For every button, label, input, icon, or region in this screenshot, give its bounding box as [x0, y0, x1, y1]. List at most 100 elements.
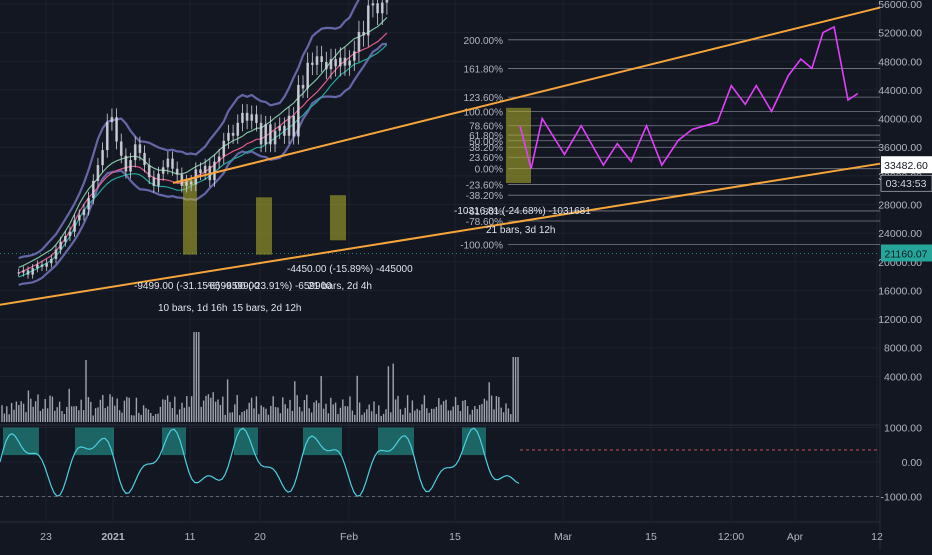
oscillator-histogram-bar [168, 427, 171, 456]
candle-body [166, 158, 170, 168]
oscillator-histogram-bar [105, 427, 108, 456]
price-range-measure-box [256, 197, 272, 255]
oscillator-histogram-bar [12, 427, 15, 456]
price-tick-label: 36000.00 [878, 142, 922, 154]
time-tick-label: Mar [554, 531, 573, 543]
candle-body [245, 112, 249, 121]
oscillator-histogram-bar [90, 427, 93, 456]
candle-body [91, 180, 95, 199]
measure-annotation-label: -10316.81 (-24.68%) -1031681 [454, 206, 591, 217]
bollinger-upper-line [18, 0, 360, 260]
oscillator-histogram-bar [9, 427, 12, 456]
oscillator-histogram-bar [6, 427, 9, 456]
price-tick-label: 4000.00 [884, 371, 922, 383]
measure-annotation-label: 10 bars, 1d 16h [158, 303, 228, 314]
measure-annotation-label: -6599.00 (-23.91%) -659900 [206, 281, 332, 292]
candle-body [343, 57, 347, 66]
candle-body [311, 62, 314, 65]
candle-body [101, 150, 104, 166]
candle-body [236, 122, 240, 136]
oscillator-histogram-bar [18, 427, 21, 456]
projection-layer[interactable] [519, 25, 859, 169]
time-axis[interactable]: 23 2021 11 20 Feb 15 Mar 15 12:00 Apr 12 [40, 531, 883, 543]
time-tick-label: 12:00 [718, 531, 744, 543]
oscillator-histogram-bar [483, 427, 486, 456]
candle-body [320, 56, 323, 63]
oscillator-histogram-bar [387, 427, 390, 456]
candle-body [264, 124, 268, 145]
candle-body [376, 3, 379, 14]
oscillator-histogram-bar [30, 427, 33, 456]
time-tick-label: Apr [787, 531, 804, 543]
fib-level-label: -78.60% [466, 217, 503, 228]
price-tick-label: 44000.00 [878, 85, 922, 97]
measure-box-layer[interactable] [183, 107, 531, 255]
candle-body [329, 59, 333, 70]
current-price-label: 33482.60 [884, 160, 928, 172]
fib-level-label: -23.60% [466, 180, 503, 191]
oscillator-histogram-bar [174, 427, 177, 456]
candle-body [380, 2, 384, 14]
channel-upper-line [172, 6, 881, 184]
candle-body [362, 31, 365, 36]
oscillator-histogram-bar [3, 427, 6, 456]
candle-body [31, 268, 34, 275]
time-tick-label: Feb [340, 531, 358, 543]
fib-level-label: 38.20% [469, 143, 503, 154]
oscillator-histogram-bar [162, 427, 165, 456]
price-tick-label: 52000.00 [878, 28, 922, 40]
candle-body [357, 31, 361, 52]
candle-body [213, 161, 216, 181]
measure-annotation-label: -4450.00 (-15.89%) -445000 [287, 264, 413, 275]
candle-body [287, 115, 291, 136]
oscillator-histogram-bar [321, 427, 324, 456]
oscillator-histogram-bar [81, 427, 84, 456]
oscillator-histogram-bar [402, 427, 405, 456]
fib-level-label: -38.20% [466, 191, 503, 202]
time-tick-label: 11 [185, 531, 196, 543]
time-tick-label: 2021 [101, 531, 125, 543]
fib-level-label: -61.80% [466, 207, 503, 218]
candle-body [339, 57, 342, 67]
oscillator-tick-label: 0.00 [902, 457, 923, 469]
candle-body [119, 141, 123, 156]
oscillator-histogram-bar [315, 427, 318, 456]
candle-body [171, 158, 174, 169]
candle-body [54, 249, 58, 259]
candle-body [68, 231, 72, 237]
oscillator-histogram-bar [243, 427, 246, 456]
candle-body [217, 156, 221, 162]
fib-level-label: 61.80% [469, 131, 503, 142]
candle-body [138, 144, 142, 153]
oscillator-histogram-bar [96, 427, 99, 456]
oscillator-histogram-bar [111, 427, 114, 456]
candle-body [259, 122, 263, 145]
ma-line [18, 32, 388, 274]
time-tick-label: 20 [254, 531, 266, 543]
oscillator-histogram-bar [405, 427, 408, 456]
price-axis[interactable]: 56000.00 52000.00 48000.00 44000.00 40000.00… [878, 0, 932, 504]
oscillator-histogram-bar [99, 427, 102, 456]
oscillator-histogram-bar [183, 427, 186, 456]
candle-body [147, 165, 151, 178]
candle-body [255, 114, 258, 123]
oscillator-histogram-bar [411, 427, 414, 456]
price-tick-label: 48000.00 [878, 56, 922, 68]
candle-body [110, 117, 114, 123]
candle-body [50, 258, 53, 264]
oscillator-histogram-bar [474, 427, 477, 456]
oscillator-tick-label: -1000.00 [881, 492, 923, 504]
grid-layer [0, 0, 881, 550]
oscillator-histogram-bar [21, 427, 24, 456]
candle-body [77, 215, 81, 221]
candle-body [22, 270, 25, 273]
oscillator-tick-label: 1000.00 [884, 423, 922, 435]
candle-body [301, 84, 305, 89]
oscillator-histogram-bar [84, 427, 87, 456]
channel-layer[interactable] [0, 6, 881, 306]
price-tick-label: 12000.00 [878, 314, 922, 326]
oscillator-histogram-bar [471, 427, 474, 456]
fibonacci-layer[interactable]: 200.00% 161.80% 123.60% 100.00% 78.60%61.80%… [460, 36, 880, 252]
